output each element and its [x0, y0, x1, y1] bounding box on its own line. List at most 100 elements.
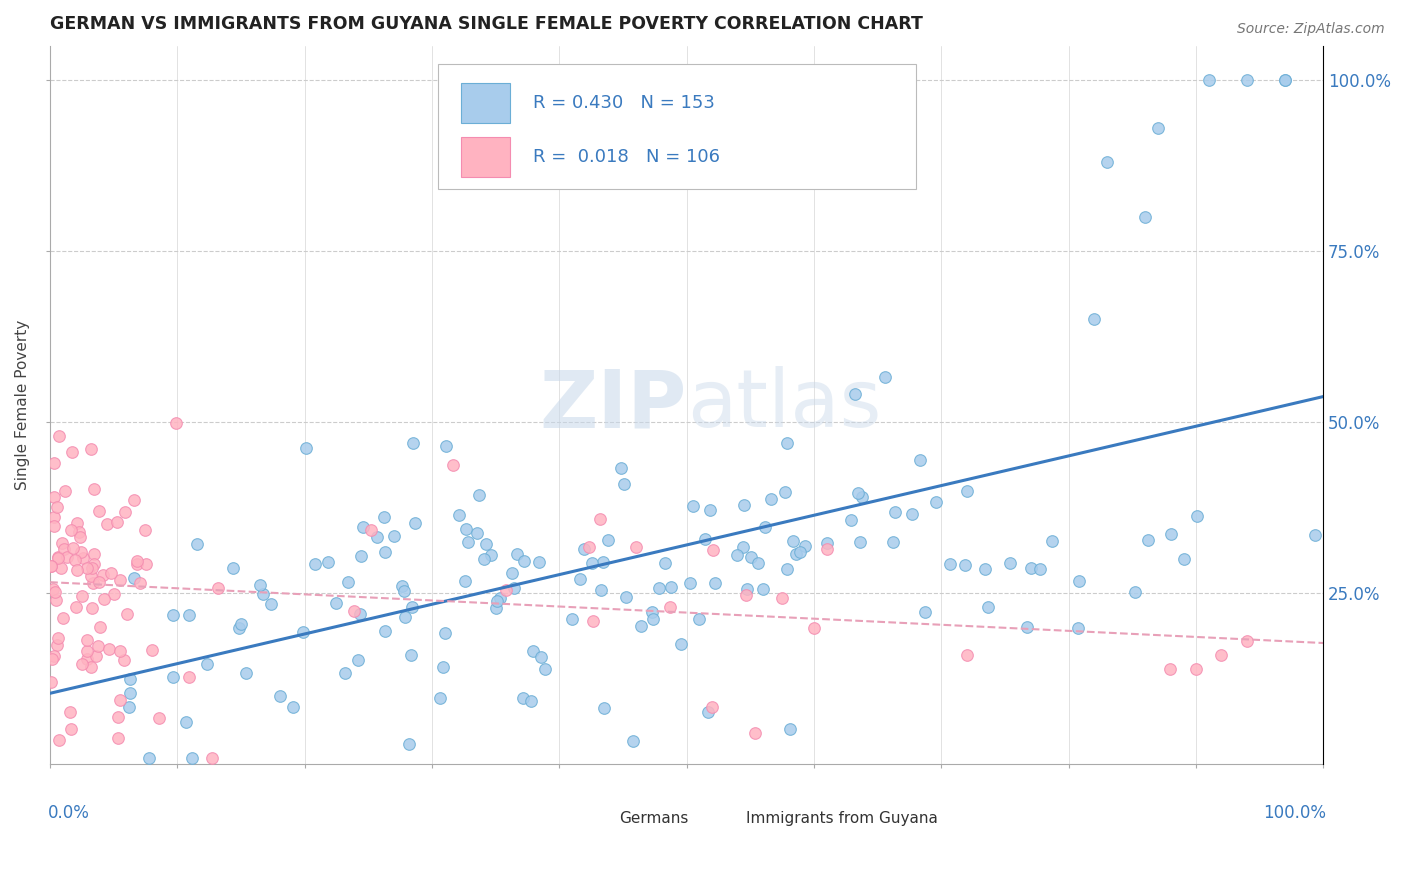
Point — [699, 502, 721, 516]
Point — [914, 606, 936, 620]
Point — [66, 564, 89, 578]
Point — [44, 490, 66, 504]
Point — [48, 429, 70, 443]
Text: R = 0.430   N = 153: R = 0.430 N = 153 — [533, 95, 714, 112]
Point — [815, 536, 838, 550]
Point — [844, 386, 866, 401]
Point — [46, 500, 69, 515]
Point — [432, 660, 454, 674]
Point — [39, 674, 62, 689]
Point — [434, 626, 457, 640]
Point — [373, 510, 395, 524]
Point — [115, 607, 138, 622]
Text: 0.0%: 0.0% — [48, 804, 90, 822]
Point — [1017, 620, 1039, 634]
Point — [485, 594, 508, 608]
Point — [83, 547, 105, 561]
Point — [180, 750, 202, 764]
Point — [688, 612, 710, 626]
Point — [201, 750, 224, 764]
Point — [682, 499, 704, 513]
Point — [117, 700, 139, 714]
Point — [1236, 634, 1258, 648]
Point — [974, 561, 997, 575]
Point — [103, 587, 125, 601]
Point — [316, 555, 339, 569]
Point — [977, 599, 1000, 614]
Point — [1159, 662, 1181, 676]
Point — [114, 505, 136, 519]
Point — [100, 566, 122, 580]
Point — [125, 554, 148, 568]
Point — [82, 560, 104, 574]
Point — [479, 549, 502, 563]
Point — [41, 652, 63, 666]
Point — [1160, 527, 1182, 541]
Point — [174, 715, 197, 730]
Point — [291, 624, 314, 639]
Point — [228, 621, 250, 635]
Point — [648, 581, 671, 595]
Point — [530, 649, 553, 664]
Point — [1185, 662, 1208, 676]
Point — [76, 560, 98, 574]
Point — [120, 686, 142, 700]
Point — [925, 495, 948, 509]
Point — [60, 723, 83, 737]
Point — [1274, 73, 1296, 87]
Point — [475, 537, 498, 551]
Point — [641, 605, 664, 619]
Point — [697, 705, 720, 719]
Text: Source: ZipAtlas.com: Source: ZipAtlas.com — [1237, 22, 1385, 37]
Point — [59, 705, 82, 719]
Point — [568, 572, 591, 586]
Point — [534, 662, 557, 676]
Point — [72, 657, 94, 671]
Point — [596, 533, 619, 548]
Point — [374, 545, 396, 559]
Point — [124, 571, 146, 585]
Point — [42, 509, 65, 524]
Text: atlas: atlas — [686, 366, 882, 444]
Point — [613, 477, 636, 491]
Point — [235, 665, 257, 680]
Text: GERMAN VS IMMIGRANTS FROM GUYANA SINGLE FEMALE POVERTY CORRELATION CHART: GERMAN VS IMMIGRANTS FROM GUYANA SINGLE … — [51, 15, 922, 33]
Point — [1083, 312, 1105, 326]
Text: ZIP: ZIP — [540, 366, 686, 444]
Point — [360, 524, 382, 538]
Point — [1185, 508, 1208, 523]
Point — [48, 551, 70, 566]
Point — [69, 530, 91, 544]
Point — [48, 733, 70, 747]
Point — [733, 498, 755, 512]
Point — [91, 568, 114, 582]
Point — [779, 722, 801, 736]
Point — [751, 582, 773, 596]
Point — [135, 558, 157, 572]
Point — [529, 555, 551, 569]
Point — [901, 508, 924, 522]
Point — [44, 457, 66, 471]
Point — [735, 582, 758, 597]
Point — [1067, 621, 1090, 635]
Point — [702, 543, 724, 558]
Point — [352, 520, 374, 534]
Point — [231, 617, 253, 632]
Point — [785, 547, 807, 561]
Point — [39, 559, 62, 574]
Point — [108, 574, 131, 588]
Point — [138, 750, 160, 764]
Point — [52, 611, 75, 625]
Point — [382, 529, 405, 543]
Point — [399, 648, 422, 663]
Point — [457, 534, 479, 549]
Point — [773, 484, 796, 499]
Point — [269, 689, 291, 703]
Point — [83, 482, 105, 496]
Point — [882, 535, 904, 549]
Point — [610, 460, 633, 475]
Point — [93, 591, 115, 606]
Point — [581, 557, 603, 571]
Point — [1029, 562, 1052, 576]
Point — [53, 541, 76, 556]
